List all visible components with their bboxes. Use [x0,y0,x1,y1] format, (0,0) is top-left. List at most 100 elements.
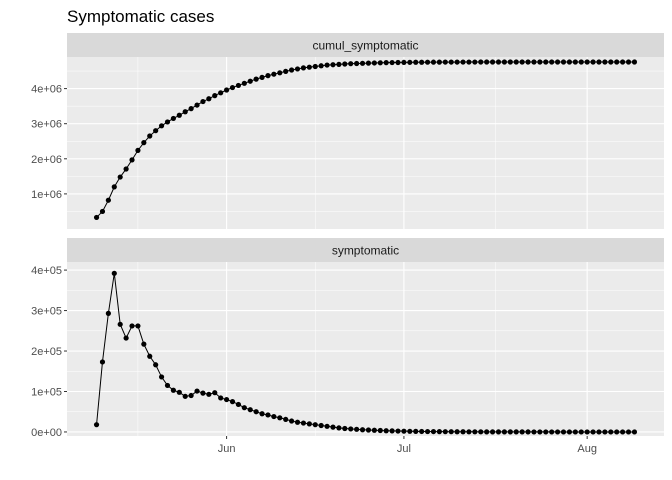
data-point [448,429,454,435]
data-point [566,429,573,435]
data-point [218,395,224,401]
data-point [229,84,236,91]
data-point [218,90,224,96]
data-point [495,429,502,435]
data-point [625,429,632,435]
data-point [525,429,531,435]
data-point [200,390,206,396]
data-point [537,59,543,65]
y-tick-label: 0e+00 [31,427,62,439]
data-point [543,429,549,435]
data-point [306,64,312,70]
data-point [383,428,389,434]
data-point [324,62,330,68]
data-point [265,412,271,418]
chart-title: Symptomatic cases [67,7,214,26]
data-point [318,422,324,429]
data-point [395,428,401,434]
data-point [478,429,484,435]
data-point [294,66,301,72]
data-point [631,59,638,65]
data-point [271,413,277,420]
data-point [365,427,372,433]
data-point [513,429,519,435]
data-point [448,59,454,65]
data-point [123,335,129,341]
data-point [99,359,106,365]
data-point [135,147,141,153]
data-point [117,321,123,327]
data-point [123,166,129,172]
data-point [436,429,442,435]
data-point [430,59,437,65]
data-point [212,93,218,99]
data-point [560,59,567,65]
x-tick-label: Aug [577,443,597,455]
data-point [489,429,496,435]
data-point [590,429,596,435]
data-point [371,60,377,66]
data-point [141,341,147,347]
data-point [283,416,289,423]
data-point [460,429,466,435]
data-point [549,59,555,65]
data-point [93,422,100,428]
x-tick-label: Jun [218,443,236,455]
data-point [531,59,537,65]
data-point [472,59,478,65]
data-point [602,59,608,65]
data-point [395,59,401,66]
data-point [336,61,342,67]
data-point [389,59,395,66]
data-point [312,63,318,70]
data-point [212,390,218,396]
data-point [620,59,626,65]
data-point [555,429,561,435]
grid-symptomatic [67,262,664,436]
data-point [354,426,360,432]
data-point [141,140,147,146]
data-point [147,353,153,359]
data-point [383,60,389,66]
data-point [525,59,531,65]
data-point [614,59,620,65]
y-tick-label: 2e+06 [31,154,62,166]
data-point [620,429,626,435]
data-point [135,323,141,329]
series-cumul-symptomatic [93,59,638,221]
data-point [608,429,614,435]
data-point [501,429,508,435]
data-point [176,112,182,118]
data-point [324,423,330,429]
y-axis-symptomatic: 0e+00 1e+05 2e+05 3e+05 4e+05 [31,265,67,439]
data-point [194,388,200,394]
data-point [407,428,413,434]
data-point [424,428,431,435]
data-point [153,362,159,368]
data-point [300,420,307,426]
data-point [105,310,111,316]
data-point [312,422,318,428]
data-point [241,80,247,86]
data-point [93,214,100,221]
panel-cumul-symptomatic [67,57,664,229]
data-point [241,405,247,411]
data-point [129,157,135,163]
data-point [401,59,407,66]
data-point [129,323,135,329]
data-point [531,429,537,435]
data-point [182,109,188,115]
data-point [359,427,366,433]
data-point [147,133,153,139]
data-point [289,67,295,73]
data-point [543,59,549,65]
y-tick-label: 2e+05 [31,346,62,358]
series-symptomatic [93,270,638,435]
data-point [430,428,437,435]
data-point [164,382,171,389]
data-point [247,407,253,413]
data-point [289,418,295,424]
data-point [265,73,271,79]
data-point [348,61,354,67]
